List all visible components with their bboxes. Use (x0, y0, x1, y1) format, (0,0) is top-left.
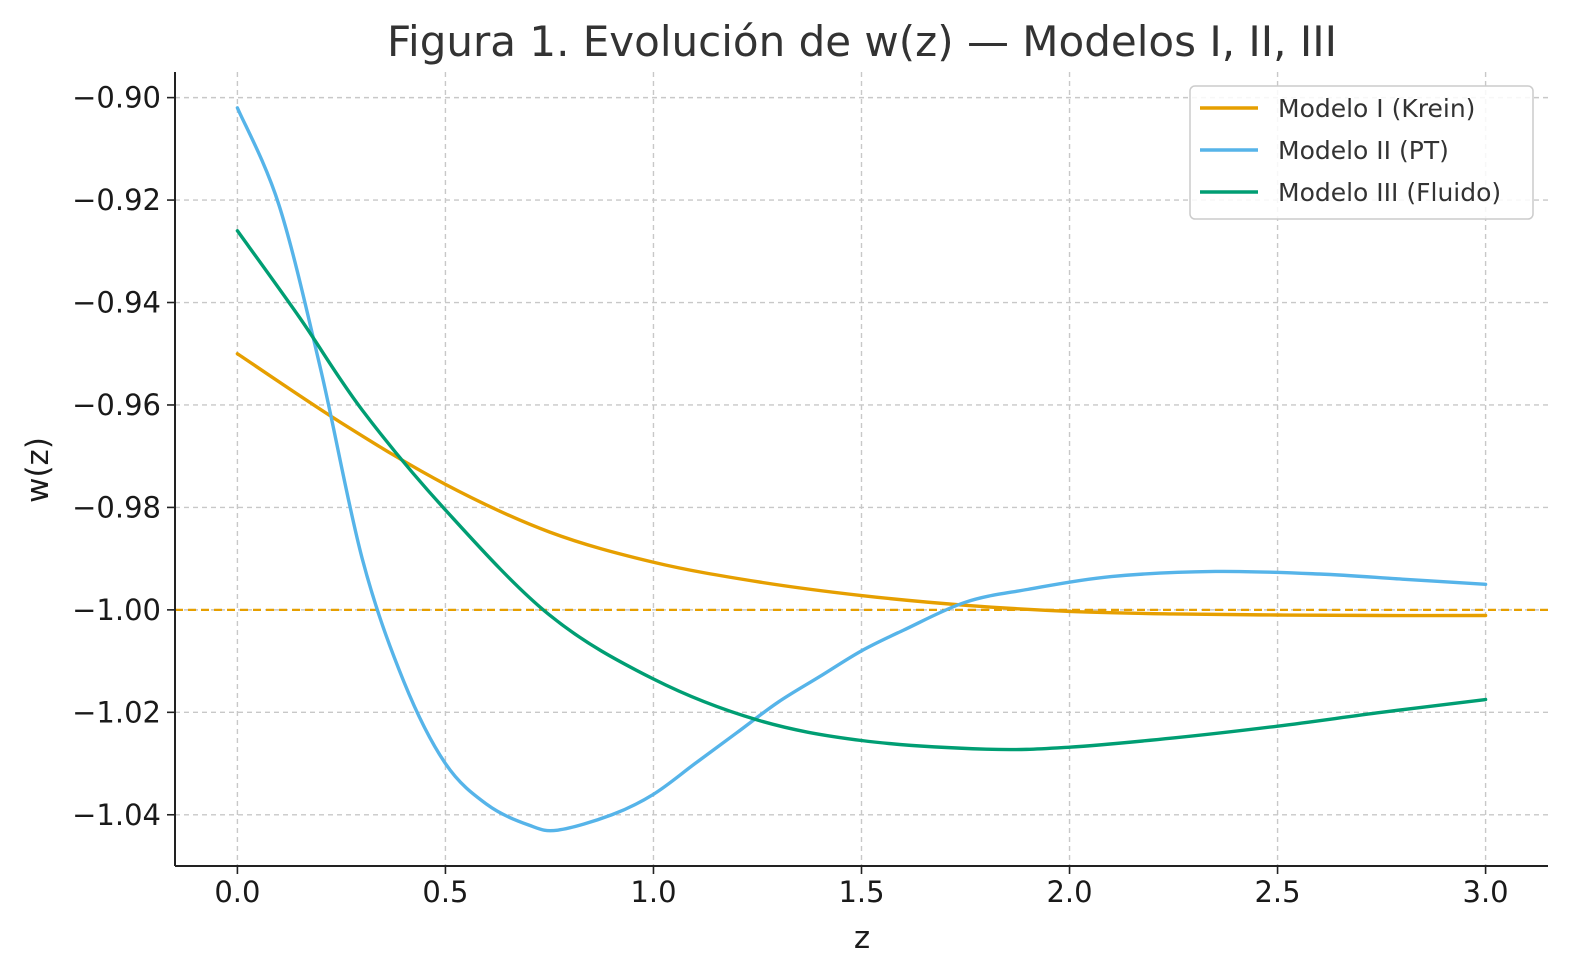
y-tick-label: −0.94 (72, 286, 161, 320)
y-tick-label: −0.92 (72, 183, 161, 217)
x-tick-label: 0.0 (214, 875, 260, 909)
y-tick-label: −1.00 (72, 593, 161, 627)
series-line-2 (235, 106, 1488, 833)
y-tick-label: −0.90 (72, 81, 161, 115)
x-tick-label: 0.5 (422, 875, 468, 909)
y-axis-label: w(z) (20, 437, 56, 503)
y-axis-ticks: −0.90 −0.92 −0.94 −0.96 −0.98 −1.00 −1.02 −1.04 (72, 81, 175, 832)
y-tick-label: −1.04 (72, 798, 161, 832)
legend-box (1189, 85, 1534, 220)
x-tick-label: 2.5 (1254, 875, 1300, 909)
series-line-3 (235, 229, 1488, 752)
legend-label-3: Modelo III (Fluido) (1278, 178, 1501, 207)
y-tick-label: −0.96 (72, 388, 161, 422)
legend-label-1: Modelo I (Krein) (1278, 94, 1475, 123)
x-tick-label: 1.0 (630, 875, 676, 909)
chart-title: Figura 1. Evolución de w(z) — Modelos I,… (387, 17, 1337, 66)
x-tick-label: 2.0 (1046, 875, 1092, 909)
series-lines (235, 106, 1488, 833)
y-tick-label: −1.02 (72, 695, 161, 729)
series-line-1 (235, 352, 1488, 618)
x-tick-label: 1.5 (838, 875, 884, 909)
y-tick-label: −0.98 (72, 490, 161, 524)
x-tick-label: 3.0 (1463, 875, 1509, 909)
x-axis-label: z (854, 920, 870, 956)
x-axis-ticks: 0.0 0.5 1.0 1.5 2.0 2.5 3.0 (214, 866, 1509, 909)
legend: Modelo I (Krein) Modelo II (PT) Modelo III… (1189, 85, 1534, 220)
legend-label-2: Modelo II (PT) (1278, 136, 1449, 165)
